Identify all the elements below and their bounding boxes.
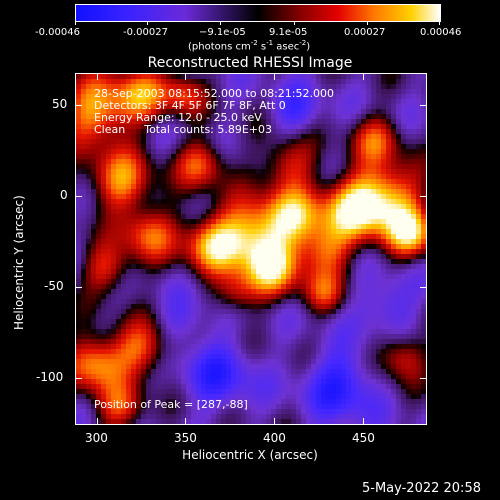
y-tick-mark xyxy=(420,378,426,379)
y-tick-label: -100 xyxy=(36,370,64,384)
x-tick-label: 450 xyxy=(352,431,375,445)
colorbar-tick-mark xyxy=(220,21,221,25)
x-tick-label: 400 xyxy=(263,431,286,445)
y-tick-mark xyxy=(420,105,426,106)
x-tick-mark xyxy=(97,74,98,80)
plot-title: Reconstructed RHESSI Image xyxy=(147,55,353,71)
x-tick-mark xyxy=(185,418,186,424)
colorbar-units: (photons cm-2 s-1 asec-2) xyxy=(188,39,311,53)
y-tick-mark xyxy=(420,287,426,288)
info-detectors: Detectors: 3F 4F 5F 6F 7F 8F, Att 0 xyxy=(94,99,286,112)
colorbar-tick-mark xyxy=(439,21,440,25)
info-total-counts: Total counts: 5.89E+03 xyxy=(144,123,273,136)
rhessi-image xyxy=(76,74,426,424)
peak-position: Position of Peak = [287,-88] xyxy=(94,398,248,411)
colorbar-tick-label: -0.00046 xyxy=(35,27,80,38)
x-tick-mark xyxy=(97,418,98,424)
info-clean-label: Clean xyxy=(94,123,126,136)
y-tick-mark xyxy=(76,105,82,106)
colorbar-tick-label: 9.1e-05 xyxy=(269,27,308,38)
y-tick-label: 0 xyxy=(60,188,68,202)
x-tick-mark xyxy=(274,418,275,424)
x-tick-label: 350 xyxy=(174,431,197,445)
image-plot: 28-Sep-2003 08:15:52.000 to 08:21:52.000… xyxy=(75,73,427,425)
x-axis-label: Heliocentric X (arcsec) xyxy=(182,448,318,462)
x-tick-label: 300 xyxy=(85,431,108,445)
info-time-range: 28-Sep-2003 08:15:52.000 to 08:21:52.000 xyxy=(94,87,334,100)
colorbar-tick-mark xyxy=(367,21,368,25)
x-tick-mark xyxy=(185,74,186,80)
info-clean-counts: Clean Total counts: 5.89E+03 xyxy=(94,124,272,136)
colorbar xyxy=(75,4,441,22)
colorbar-tick-mark xyxy=(147,21,148,25)
colorbar-tick-label: -0.00027 xyxy=(123,27,168,38)
colorbar-gradient xyxy=(76,5,440,21)
x-tick-mark xyxy=(363,74,364,80)
y-axis-label: Heliocentric Y (arcsec) xyxy=(12,195,26,330)
y-tick-label: -50 xyxy=(44,279,64,293)
footer-date: 5-May-2022 20:58 xyxy=(362,481,481,496)
info-energy-range: Energy Range: 12.0 - 25.0 keV xyxy=(94,111,262,124)
x-tick-mark xyxy=(363,418,364,424)
colorbar-tick-mark xyxy=(75,21,76,25)
colorbar-tick-label: 0.00046 xyxy=(420,27,462,38)
colorbar-tick-label: 0.00027 xyxy=(344,27,386,38)
y-tick-mark xyxy=(76,196,82,197)
y-tick-label: 50 xyxy=(52,97,68,111)
colorbar-tick-label: −9.1e-05 xyxy=(199,27,246,38)
y-tick-mark xyxy=(76,378,82,379)
y-tick-mark xyxy=(420,196,426,197)
x-tick-mark xyxy=(274,74,275,80)
colorbar-tick-mark xyxy=(294,21,295,25)
y-tick-mark xyxy=(76,287,82,288)
